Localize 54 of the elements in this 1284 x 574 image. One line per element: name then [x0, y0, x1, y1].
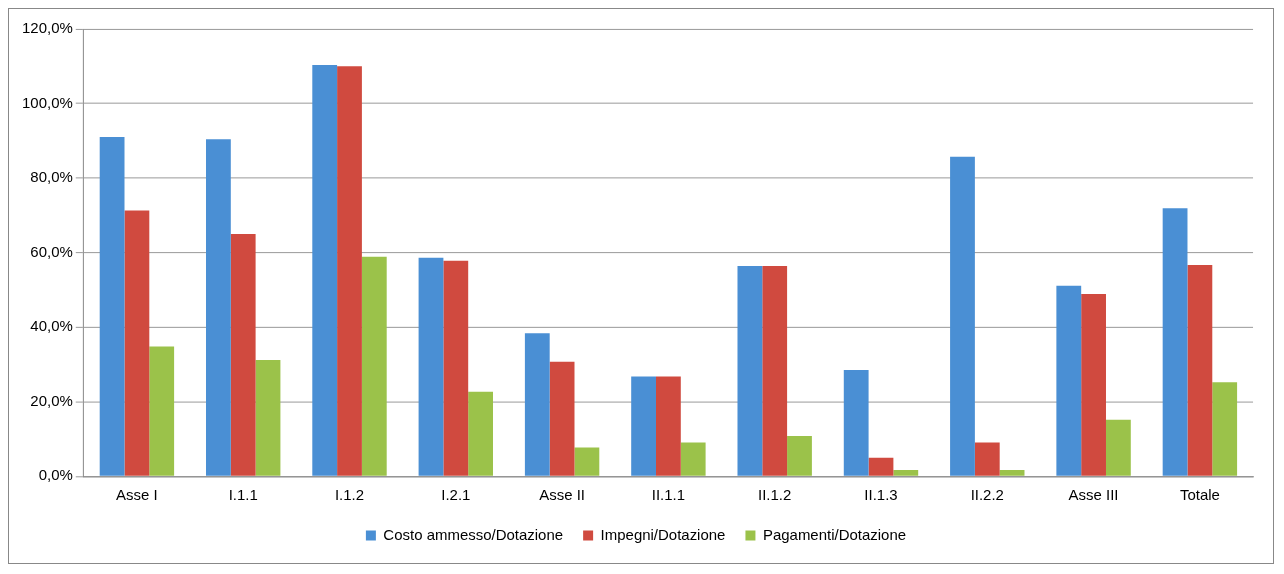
bar [255, 359, 281, 476]
bar [680, 442, 706, 476]
bar [1105, 419, 1131, 476]
y-tick-label: 80,0% [30, 168, 73, 186]
x-tick-label: I.1.1 [228, 486, 258, 504]
bar [974, 442, 1000, 476]
bar [574, 447, 600, 476]
bar [631, 376, 656, 476]
legend-label: Pagamenti/Dotazione [762, 525, 907, 543]
bar [1162, 208, 1188, 476]
bar [99, 137, 125, 476]
x-tick-label: I.1.2 [334, 486, 365, 504]
x-tick-label: Asse II [539, 486, 585, 504]
bar [418, 257, 444, 476]
legend-label: Impegni/Dotazione [600, 525, 726, 543]
bar [999, 469, 1025, 476]
bar [1187, 264, 1213, 476]
x-tick-label: II.2.2 [970, 486, 1004, 504]
x-tick-label: II.1.2 [758, 486, 792, 504]
bar [655, 376, 681, 476]
bar [950, 156, 975, 476]
x-tick-label: Asse I [116, 486, 158, 504]
x-tick-label: I.2.1 [441, 486, 471, 504]
bar [312, 65, 338, 476]
bar [868, 457, 894, 476]
bar [524, 333, 550, 476]
y-tick-label: 40,0% [30, 317, 73, 335]
bar [124, 210, 150, 476]
y-tick-label: 0,0% [38, 466, 73, 484]
bar [737, 266, 763, 476]
y-tick-label: 20,0% [30, 391, 73, 409]
bar [149, 346, 175, 476]
x-tick-label: II.1.3 [864, 486, 898, 504]
bar [549, 361, 575, 476]
bar [230, 233, 256, 476]
bar [337, 66, 362, 476]
bar [843, 370, 869, 476]
y-tick-label: 60,0% [30, 242, 73, 260]
bar [1081, 294, 1106, 476]
bar [1056, 285, 1082, 476]
bar [206, 139, 231, 476]
x-tick-label: Asse III [1068, 486, 1119, 504]
y-tick-label: 120,0% [22, 19, 73, 37]
x-tick-label: II.1.1 [651, 486, 686, 504]
bar [361, 256, 387, 476]
x-tick-label: Totale [1179, 486, 1220, 504]
bar [762, 266, 788, 476]
y-tick-label: 100,0% [22, 93, 73, 111]
bar [443, 260, 469, 476]
bar [787, 436, 812, 476]
legend-label: Costo ammesso/Dotazione [383, 525, 564, 543]
bar [468, 391, 493, 476]
bar [1212, 382, 1238, 476]
bar [893, 469, 919, 476]
